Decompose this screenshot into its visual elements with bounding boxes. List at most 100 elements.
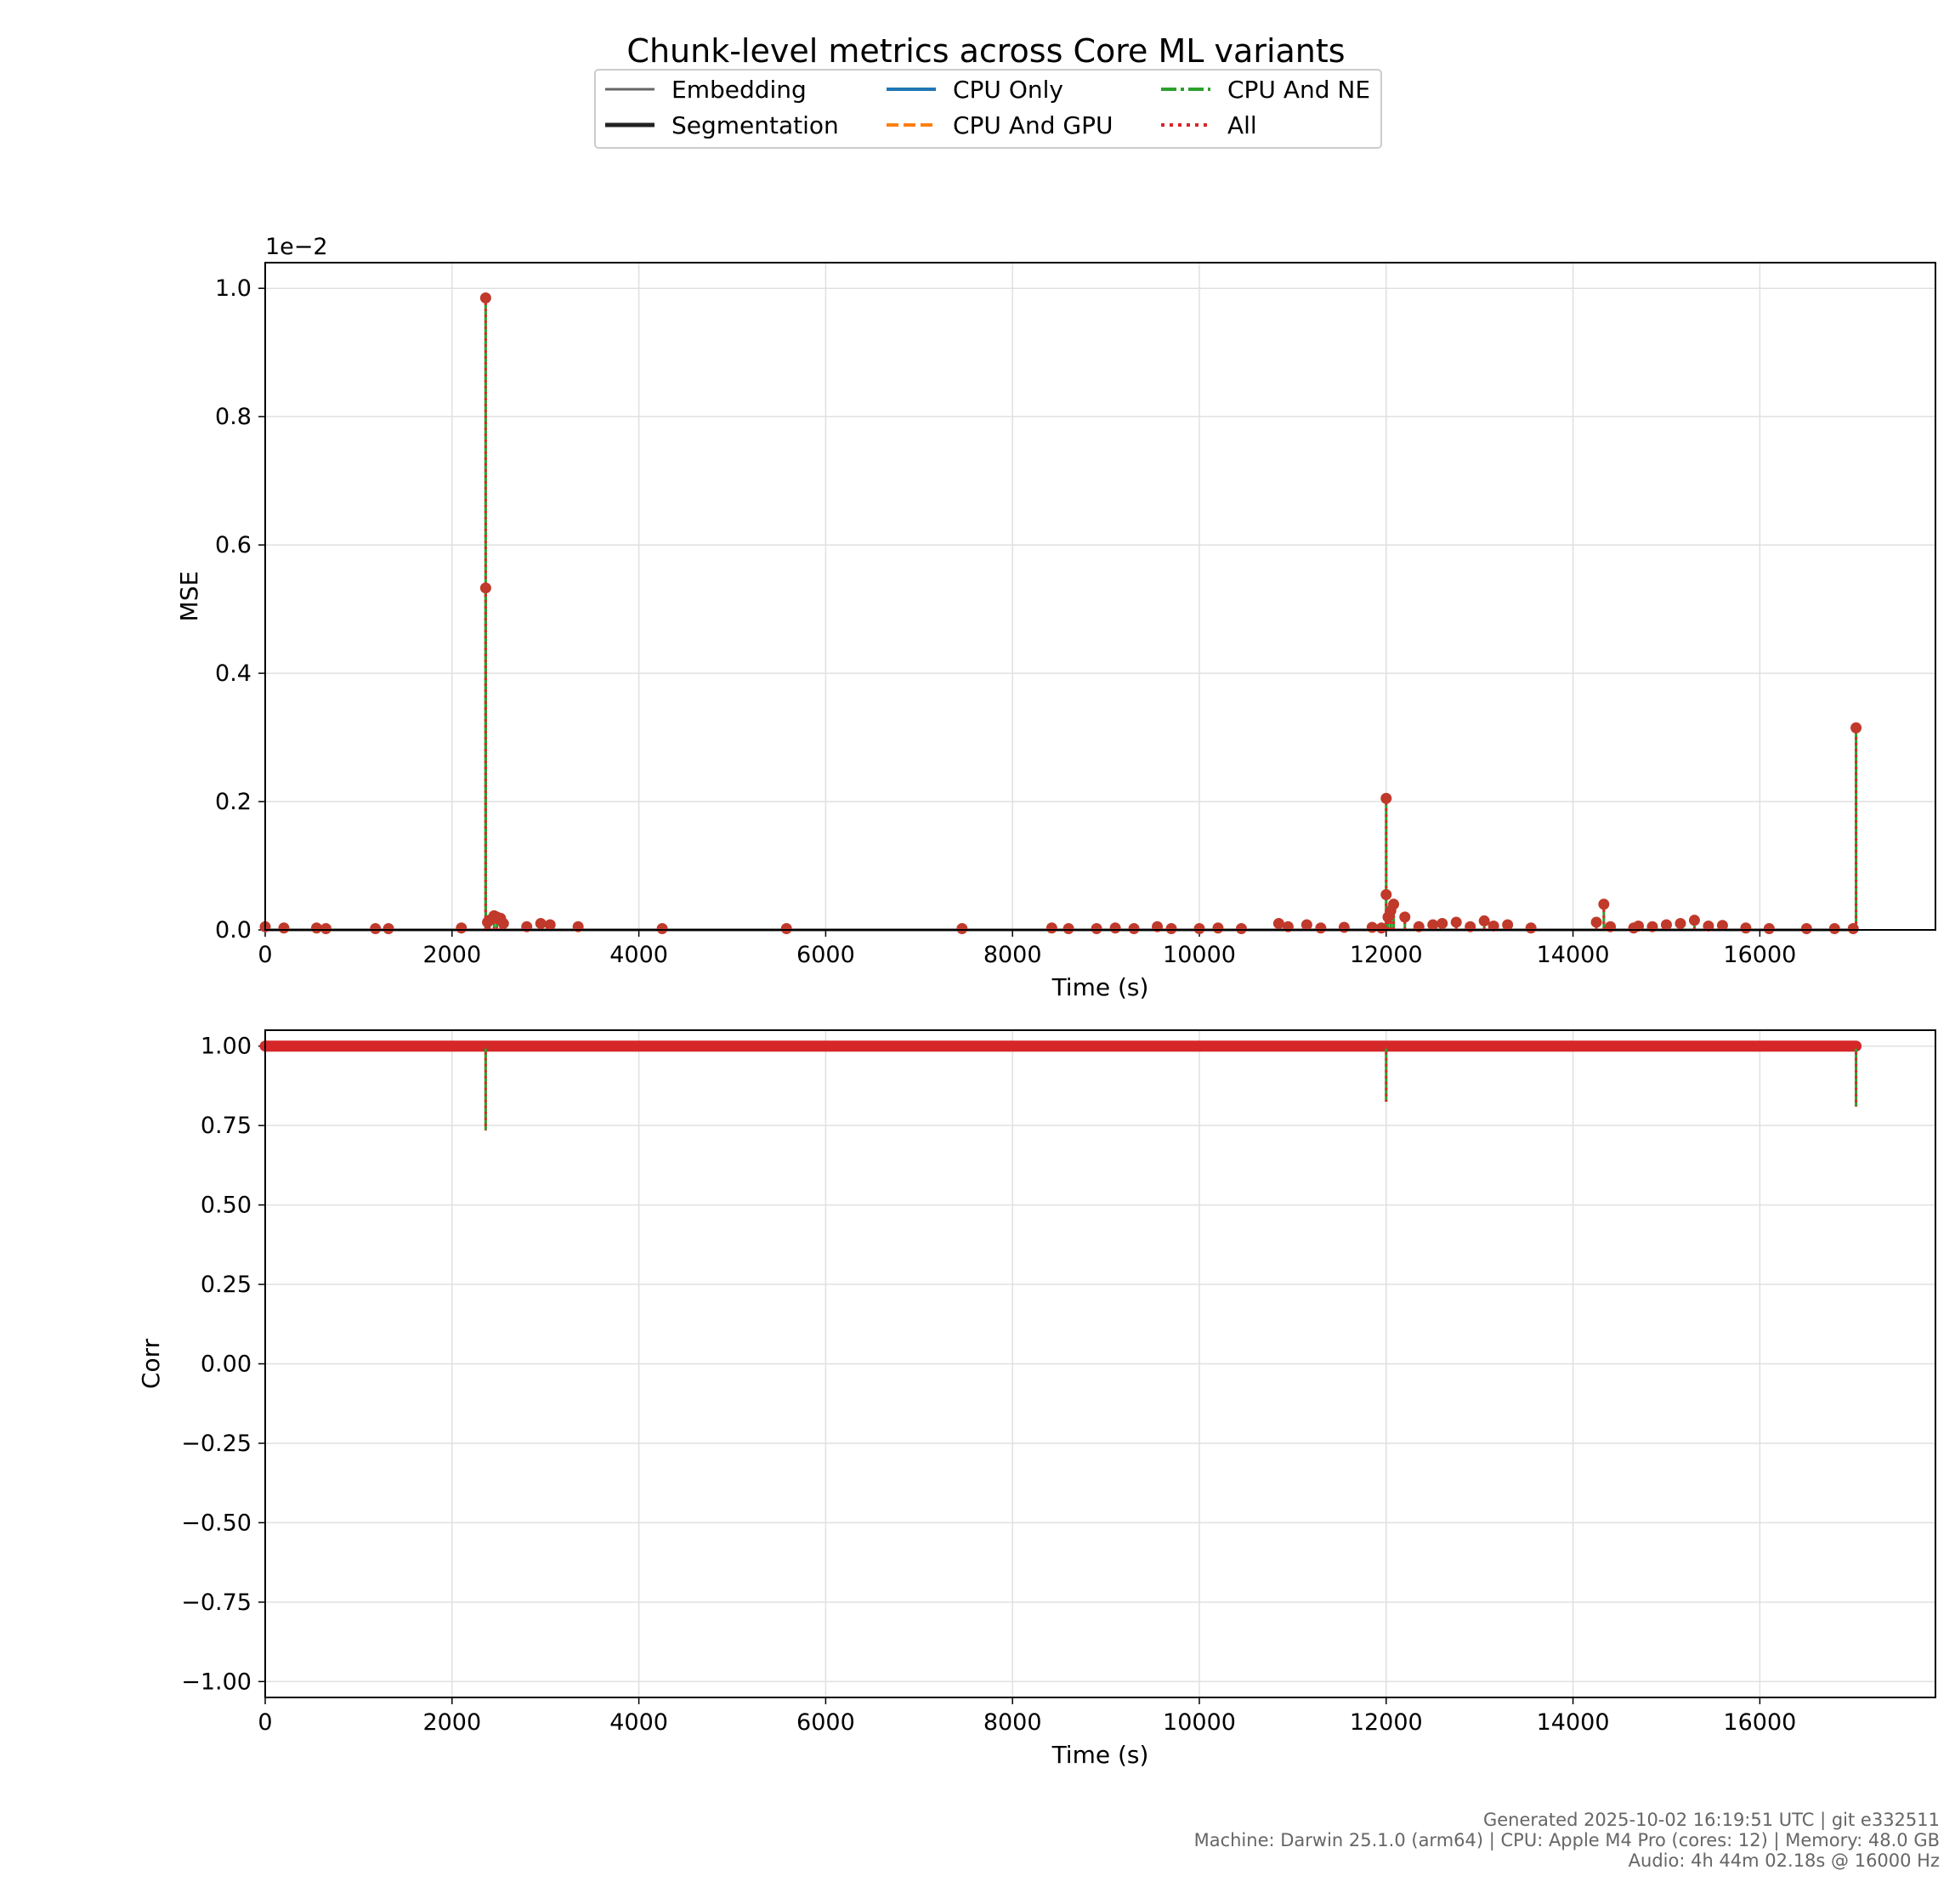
data-point: [1212, 922, 1224, 934]
x-tick-label: 2000: [422, 1709, 481, 1736]
data-point: [1235, 922, 1247, 934]
data-point: [370, 922, 382, 934]
data-point: [1847, 922, 1859, 934]
mse-subplot: 0 2000 4000 6000 8000 10000 12000 14000 16000 0.0…: [175, 234, 1936, 1001]
legend-entry-cpu-only: CPU Only: [887, 76, 1063, 104]
x-tick-label: 16000: [1723, 1709, 1796, 1736]
y-tick-label: 0.4: [215, 660, 252, 687]
data-point: [1046, 922, 1057, 934]
axes-frame: [264, 262, 1936, 931]
x-tick-label: 4000: [609, 942, 668, 968]
y-tick-label: −1.00: [181, 1669, 252, 1695]
x-tick-label: 8000: [983, 942, 1042, 968]
data-point: [1315, 922, 1327, 934]
data-point: [1091, 922, 1102, 934]
x-tick-label: 14000: [1537, 942, 1610, 968]
data-point: [1300, 919, 1312, 931]
y-tick-label: −0.75: [181, 1590, 252, 1616]
y-offset-label: 1e−2: [265, 234, 328, 260]
x-axis-label: Time (s): [1051, 973, 1149, 1001]
figure-title: Chunk-level metrics across Core ML varia…: [626, 32, 1345, 70]
data-point: [479, 582, 491, 594]
legend-frame: [594, 69, 1382, 149]
legend-label-cpu-and-gpu: CPU And GPU: [953, 111, 1113, 139]
data-point: [1388, 898, 1400, 910]
y-axis-label: MSE: [175, 571, 203, 622]
data-point: [479, 292, 491, 304]
data-point: [544, 919, 556, 931]
data-point: [1674, 917, 1686, 929]
x-tick-label: 16000: [1723, 942, 1796, 968]
data-point: [1828, 922, 1840, 934]
data-point: [956, 922, 968, 934]
legend-entry-segmentation: Segmentation: [605, 111, 839, 139]
data-point: [320, 922, 332, 934]
corr-subplot: 0 2000 4000 6000 8000 10000 12000 14000 16000 1.0…: [137, 1029, 1936, 1769]
data-point: [1338, 921, 1350, 933]
y-tick-label: 0.50: [201, 1193, 252, 1219]
data-point: [1427, 919, 1439, 931]
data-point: [1478, 915, 1490, 926]
footer-line-audio: Audio: 4h 44m 02.18s @ 16000 Hz: [1629, 1850, 1940, 1871]
data-point: [1850, 722, 1862, 734]
data-point: [1272, 917, 1284, 929]
data-point: [1193, 922, 1205, 934]
footer: Generated 2025-10-02 16:19:51 UTC | git …: [1194, 1810, 1940, 1871]
legend-label-cpu-only: CPU Only: [953, 76, 1063, 104]
legend-label-segmentation: Segmentation: [672, 111, 839, 139]
x-tick-label: 4000: [609, 1709, 668, 1736]
data-point: [1165, 922, 1177, 934]
y-tick-label: 1.0: [215, 275, 252, 302]
data-point: [1703, 920, 1714, 932]
data-point: [1800, 922, 1812, 934]
data-point: [780, 922, 792, 934]
legend-entry-cpu-and-gpu: CPU And GPU: [887, 111, 1113, 139]
y-tick-label: 0.00: [201, 1352, 252, 1378]
legend-entry-cpu-and-ne: CPU And NE: [1161, 76, 1370, 104]
data-point: [1688, 915, 1700, 926]
data-point: [1660, 919, 1672, 931]
x-tick-label: 0: [258, 942, 272, 968]
x-tick-label: 14000: [1537, 1709, 1610, 1736]
x-tick-label: 6000: [796, 942, 855, 968]
data-point: [497, 917, 509, 929]
data-point: [656, 922, 668, 934]
legend-entry-all: All: [1161, 111, 1257, 139]
data-point: [1590, 916, 1602, 928]
data-point: [1380, 888, 1392, 900]
x-tick-label: 12000: [1350, 942, 1423, 968]
x-tick-label: 10000: [1163, 1709, 1236, 1736]
data-point: [1716, 920, 1728, 932]
data-point: [1380, 792, 1392, 804]
data-point: [1375, 922, 1387, 934]
x-tick-label: 10000: [1163, 942, 1236, 968]
y-tick-label: 0.6: [215, 532, 252, 558]
data-point: [1450, 916, 1462, 928]
data-point: [1598, 898, 1610, 910]
data-point: [1763, 922, 1775, 934]
x-tick-label: 2000: [422, 942, 481, 968]
legend-label-all: All: [1227, 111, 1257, 139]
y-tick-label: 0.8: [215, 404, 252, 430]
data-point: [1399, 911, 1411, 923]
data-point: [1633, 920, 1645, 932]
y-tick-label: 0.2: [215, 789, 252, 815]
legend-label-embedding: Embedding: [672, 76, 807, 104]
y-tick-label: 0.0: [215, 917, 252, 944]
data-point: [535, 917, 547, 929]
legend-entry-embedding: Embedding: [605, 76, 807, 104]
y-tick-label: 0.25: [201, 1272, 252, 1298]
data-point: [1109, 922, 1121, 934]
data-point: [1525, 922, 1537, 934]
data-point: [1436, 917, 1448, 929]
footer-line-generated: Generated 2025-10-02 16:19:51 UTC | git …: [1483, 1810, 1940, 1831]
data-point: [1488, 920, 1499, 932]
y-tick-label: −0.50: [181, 1510, 252, 1536]
y-tick-label: 1.00: [201, 1034, 252, 1060]
footer-line-machine: Machine: Darwin 25.1.0 (arm64) | CPU: Ap…: [1194, 1830, 1940, 1851]
data-point: [1062, 922, 1074, 934]
x-tick-label: 12000: [1350, 1709, 1423, 1736]
data-point: [278, 922, 290, 934]
